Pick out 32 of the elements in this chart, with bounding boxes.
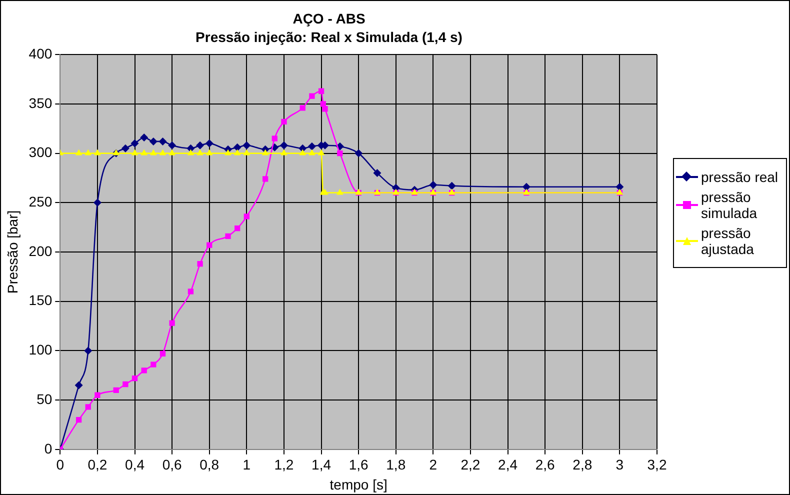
x-tick-label: 3,2: [647, 456, 667, 473]
x-tick-label: 0,2: [88, 456, 108, 473]
legend-label: pressão real: [701, 169, 780, 185]
legend-label: pressão ajustada: [701, 225, 755, 257]
x-tick-label: 1,2: [274, 456, 294, 473]
y-tick-label: 0: [44, 440, 52, 456]
chart-title: AÇO - ABS: [292, 10, 366, 26]
x-tick-label: 0: [56, 456, 64, 473]
x-axis-title: tempo [s]: [330, 476, 388, 492]
x-tick-label: 2,8: [572, 456, 592, 473]
x-tick-label: 1: [242, 456, 251, 473]
x-tick-label: 2: [429, 456, 438, 473]
y-tick-label: 350: [28, 94, 52, 111]
y-tick-label: 100: [28, 342, 52, 358]
y-tick-label: 400: [28, 45, 52, 62]
x-tick-label: 0,8: [200, 456, 220, 473]
y-tick-label: 300: [28, 144, 52, 160]
x-tick-label: 1,4: [312, 456, 332, 473]
x-tick-label: 0,4: [125, 456, 145, 473]
x-tick-label: 1,8: [386, 456, 406, 473]
x-tick-label: 2,6: [535, 456, 556, 473]
x-tick-label: 2,2: [460, 456, 480, 473]
y-tick-label: 50: [36, 390, 52, 407]
y-tick-label: 200: [28, 242, 52, 259]
x-tick-label: 2,4: [498, 456, 518, 473]
x-tick-label: 1,6: [348, 456, 369, 473]
y-tick-label: 250: [28, 194, 52, 210]
x-tick-label: 0,6: [162, 456, 182, 473]
chart-subtitle: Pressão injeção: Real x Simulada (1,4 s): [196, 29, 462, 46]
y-tick-label: 150: [28, 292, 52, 308]
y-axis-title: Pressão [bar]: [4, 210, 20, 294]
x-tick-label: 3: [616, 456, 624, 473]
